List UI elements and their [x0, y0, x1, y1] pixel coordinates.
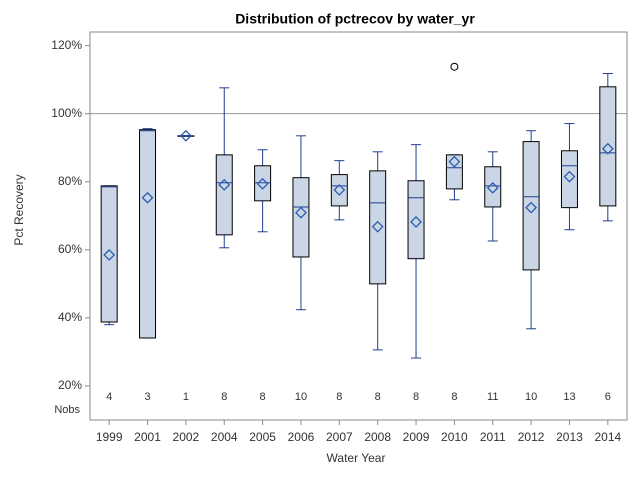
nobs-value: 11 [487, 391, 498, 403]
mean-marker [218, 178, 231, 191]
mean-marker [333, 184, 346, 196]
box [599, 86, 617, 207]
x-tick-label: 2011 [480, 430, 506, 444]
box [100, 185, 118, 323]
mean-marker [256, 177, 269, 190]
y-tick-label: 100% [51, 106, 82, 120]
mean-marker [371, 220, 384, 233]
mean-marker [563, 170, 576, 183]
nobs-value: 8 [413, 391, 419, 403]
nobs-value: 8 [375, 391, 381, 403]
x-tick-label: 2009 [403, 430, 430, 444]
mean-marker [103, 249, 116, 261]
box [139, 129, 157, 339]
nobs-value: 8 [451, 391, 457, 403]
x-tick-label: 2008 [364, 430, 391, 444]
mean-marker [525, 201, 538, 214]
box [560, 150, 578, 209]
nobs-value: 6 [605, 391, 611, 403]
mean-marker [601, 142, 614, 155]
nobs-label: Nobs [54, 404, 80, 416]
box [254, 165, 272, 202]
nobs-value: 8 [260, 391, 266, 403]
x-tick-label: 2013 [556, 430, 583, 444]
y-tick-label: 60% [58, 242, 82, 256]
nobs-value: 4 [106, 391, 112, 403]
box [407, 180, 425, 260]
box [445, 154, 463, 190]
mean-marker [179, 129, 192, 142]
mean-marker [141, 191, 154, 204]
nobs-value: 13 [563, 391, 575, 403]
x-axis-label: Water Year [327, 451, 386, 465]
box [330, 174, 348, 207]
x-tick-label: 2012 [518, 430, 545, 444]
nobs-value: 10 [525, 391, 537, 403]
mean-marker [410, 215, 422, 228]
x-tick-label: 2004 [211, 430, 238, 444]
x-tick-label: 2006 [288, 430, 315, 444]
outlier [450, 62, 459, 71]
y-tick-label: 40% [58, 310, 82, 324]
nobs-value: 1 [183, 391, 189, 403]
mean-marker [295, 206, 307, 219]
box [484, 166, 502, 208]
mean-marker [486, 181, 499, 194]
x-tick-label: 2010 [441, 430, 468, 444]
y-axis-label: Pct Recovery [12, 174, 26, 245]
y-tick-label: 20% [58, 378, 82, 392]
nobs-value: 8 [221, 391, 227, 403]
y-tick-label: 120% [51, 38, 82, 52]
x-tick-label: 1999 [96, 430, 123, 444]
x-tick-label: 2014 [594, 430, 621, 444]
plot-frame [89, 31, 628, 421]
box [369, 170, 387, 285]
box [522, 141, 540, 271]
nobs-value: 3 [144, 391, 150, 403]
x-tick-label: 2007 [326, 430, 353, 444]
y-tick-label: 80% [58, 174, 82, 188]
x-tick-label: 2005 [249, 430, 276, 444]
box [215, 154, 233, 236]
x-tick-label: 2002 [173, 430, 200, 444]
chart-title: Distribution of pctrecov by water_yr [235, 11, 475, 27]
mean-marker [448, 155, 461, 168]
nobs-value: 10 [295, 391, 307, 403]
x-tick-label: 2001 [134, 430, 161, 444]
nobs-value: 8 [336, 391, 342, 403]
